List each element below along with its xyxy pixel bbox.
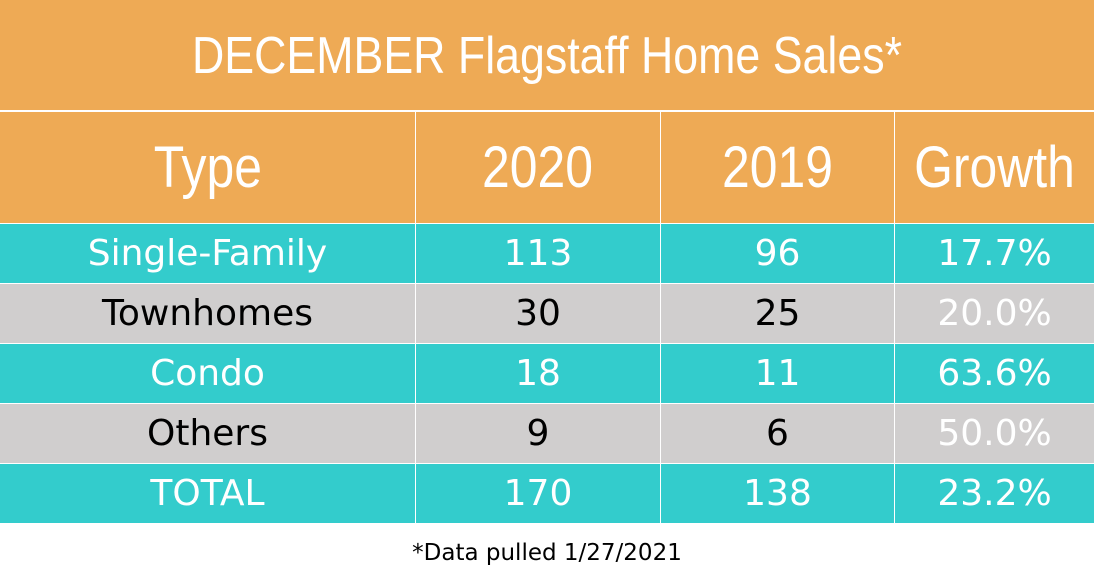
cell-2020-townhomes: 30 (416, 284, 661, 344)
cell-growth-single-family: 17.7% (895, 224, 1094, 284)
cell-2020-others: 9 (416, 404, 661, 464)
cell-type-townhomes: Townhomes (0, 284, 416, 344)
cell-2020-single-family: 113 (416, 224, 661, 284)
header-growth: Growth (895, 112, 1094, 224)
cell-type-others: Others (0, 404, 416, 464)
header-type: Type (0, 112, 416, 224)
cell-type-condo: Condo (0, 344, 416, 404)
cell-2019-total: 138 (661, 464, 895, 524)
cell-2020-total: 170 (416, 464, 661, 524)
cell-growth-others: 50.0% (895, 404, 1094, 464)
header-2020: 2020 (416, 112, 661, 224)
cell-2019-single-family: 96 (661, 224, 895, 284)
header-2019: 2019 (661, 112, 895, 224)
cell-2019-townhomes: 25 (661, 284, 895, 344)
cell-2019-others: 6 (661, 404, 895, 464)
header-type-label: Type (153, 135, 262, 200)
header-growth-label: Growth (914, 135, 1075, 200)
footnote: *Data pulled 1/27/2021 (412, 540, 682, 566)
cell-growth-total: 23.2% (895, 464, 1094, 524)
table-title: DECEMBER Flagstaff Home Sales* (192, 27, 902, 85)
cell-growth-townhomes: 20.0% (895, 284, 1094, 344)
title-banner (0, 0, 1094, 112)
header-2020-label: 2020 (482, 135, 594, 200)
cell-2020-condo: 18 (416, 344, 661, 404)
sales-grid: Type 2020 2019 Growth Single-Family 113 … (0, 112, 1094, 524)
cell-type-total: TOTAL (0, 464, 416, 524)
cell-type-single-family: Single-Family (0, 224, 416, 284)
cell-growth-condo: 63.6% (895, 344, 1094, 404)
cell-2019-condo: 11 (661, 344, 895, 404)
header-2019-label: 2019 (722, 135, 833, 200)
